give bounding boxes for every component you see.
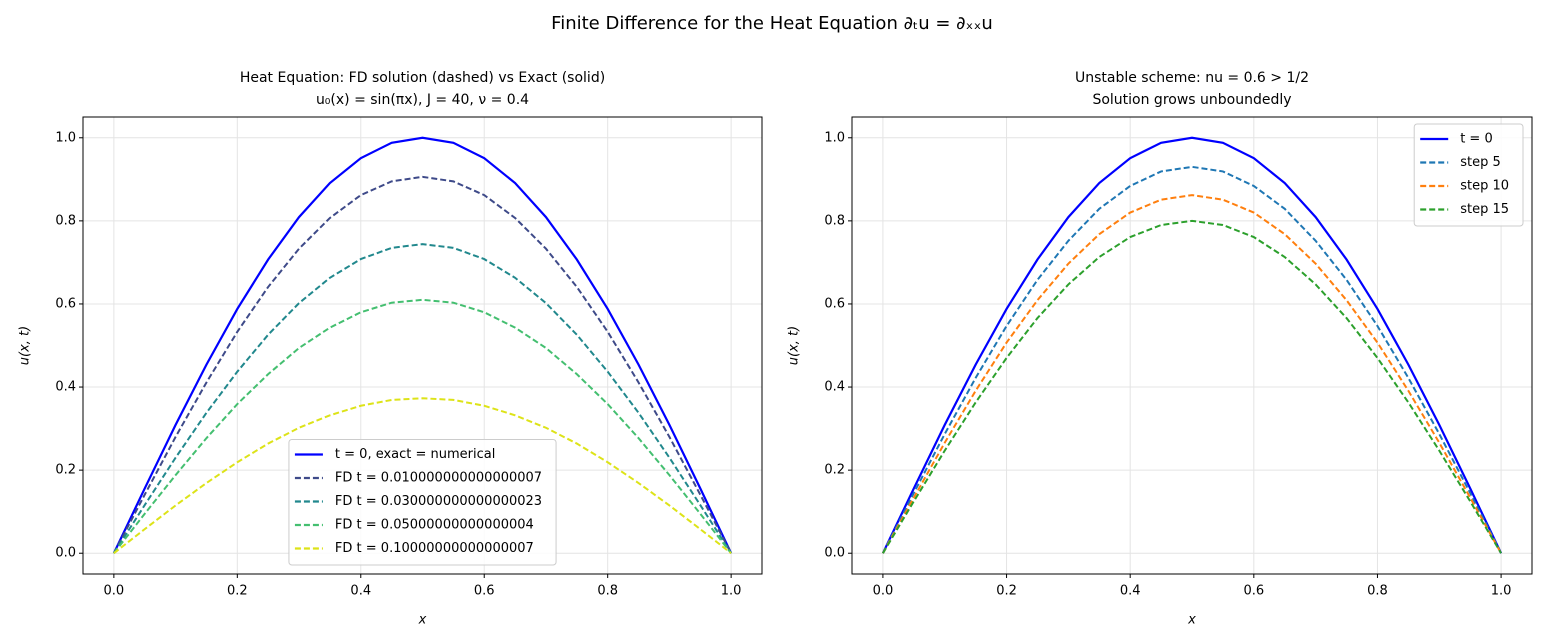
legend-label: FD t = 0.030000000000000023 (335, 494, 542, 509)
x-tick-label: 0.2 (996, 584, 1017, 599)
x-tick-label: 0.6 (474, 584, 495, 599)
x-tick-label: 0.2 (227, 584, 248, 599)
y-tick-label: 1.0 (55, 130, 76, 145)
series-line (113, 397, 732, 555)
legend-box (288, 439, 557, 566)
chart-title: Heat Equation: FD solution (dashed) vs E… (240, 70, 605, 86)
x-tick-label: 0.6 (1243, 584, 1264, 599)
x-tick-label: 1.0 (721, 584, 742, 599)
x-axis-label: x (418, 613, 427, 628)
x-tick-label: 0.4 (1120, 584, 1141, 599)
series-line (882, 194, 1502, 554)
y-tick-label: 0.2 (55, 463, 76, 478)
legend-label: t = 0 (1460, 132, 1493, 147)
legend-label: FD t = 0.05000000000000004 (335, 518, 534, 533)
series-line (112, 136, 733, 554)
x-tick-label: 0.0 (104, 584, 125, 599)
y-tick-label: 0.6 (55, 296, 76, 311)
legend-label: step 10 (1460, 179, 1509, 194)
series-line (882, 219, 1502, 554)
y-axis-label: u(x, t) (18, 326, 33, 365)
series-line (113, 298, 732, 554)
chart-subtitle: u₀(x) = sin(πx), J = 40, ν = 0.4 (316, 92, 529, 108)
y-tick-label: 0.4 (824, 380, 845, 395)
legend-label: FD t = 0.010000000000000007 (335, 471, 542, 486)
legend-label: step 5 (1460, 155, 1501, 170)
y-tick-label: 0.0 (55, 546, 76, 561)
y-tick-label: 0.2 (824, 463, 845, 478)
series-line (882, 165, 1502, 554)
legend-box (1413, 123, 1524, 227)
plot-frame (851, 116, 1533, 575)
x-tick-label: 0.8 (597, 584, 618, 599)
y-tick-label: 0.0 (824, 546, 845, 561)
figure-title: Finite Difference for the Heat Equation … (551, 13, 993, 34)
legend-label: FD t = 0.10000000000000007 (335, 541, 534, 556)
y-axis-label: u(x, t) (787, 326, 802, 365)
series-line (112, 175, 733, 554)
x-tick-label: 1.0 (1491, 584, 1512, 599)
y-tick-label: 0.8 (55, 213, 76, 228)
series-line (881, 136, 1503, 554)
y-tick-label: 1.0 (824, 130, 845, 145)
legend-label: step 15 (1460, 202, 1509, 217)
chart-subtitle: Solution grows unboundedly (1092, 92, 1291, 108)
x-tick-label: 0.8 (1367, 584, 1388, 599)
y-tick-label: 0.6 (824, 296, 845, 311)
legend: t = 0, exact = numerical FD t = 0.0100000… (288, 439, 557, 566)
y-tick-label: 0.4 (55, 380, 76, 395)
series-line (113, 243, 732, 554)
y-tick-label: 0.8 (824, 213, 845, 228)
chart-title: Unstable scheme: nu = 0.6 > 1/2 (1075, 70, 1309, 86)
legend-label: t = 0, exact = numerical (335, 447, 495, 462)
plot-frame (82, 116, 763, 575)
x-tick-label: 0.0 (873, 584, 894, 599)
legend: t = 0 step 5 step 10 step 15 (1413, 123, 1524, 227)
x-tick-label: 0.4 (350, 584, 371, 599)
x-axis-label: x (1187, 613, 1196, 628)
